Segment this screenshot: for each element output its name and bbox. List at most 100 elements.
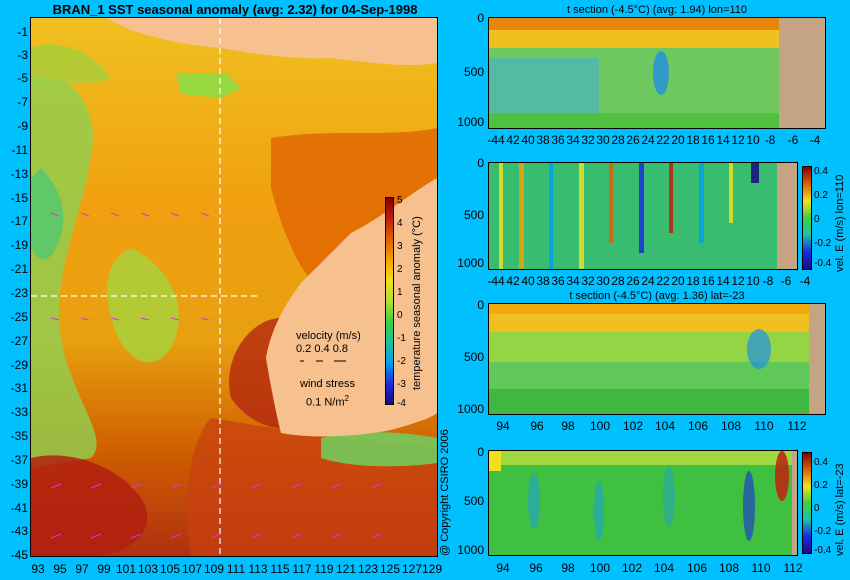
panel3-title: t section (-4.5°C) (avg: 1.36) lat=-23	[569, 290, 745, 302]
panel1-x-tick: 40	[521, 133, 535, 147]
colorbar-tick: 0	[814, 214, 820, 225]
panel2-x-tick: 14	[716, 274, 730, 288]
copyright-text: @ Copyright CSIRO 2006	[439, 429, 451, 556]
panel4-y-tick: 0	[477, 445, 484, 459]
panel3-y-tick: 0	[477, 298, 484, 312]
map-x-tick: 113	[248, 562, 268, 576]
colorbar-tick: -0.4	[814, 545, 832, 556]
vel-e-lat-minus23-colorbar-label: vel. E (m/s) lat=-23	[834, 463, 846, 556]
panel1-x-tick: 38	[536, 133, 550, 147]
panel3-x-tick: 104	[654, 419, 676, 433]
map-y-tick: -7	[17, 95, 28, 109]
map-y-tick: -43	[10, 524, 28, 538]
colorbar-tick: 0.4	[814, 166, 828, 177]
panel2-x-tick: 24	[641, 274, 655, 288]
panel1-x-tick: 14	[716, 133, 730, 147]
map-x-tick: 93	[31, 562, 45, 576]
vel-e-lat-minus23-colorbar	[802, 452, 812, 554]
map-x-tick: 115	[270, 562, 290, 576]
vel-e-lon110	[488, 162, 798, 270]
panel2-x-tick: -6	[780, 274, 792, 288]
map-x-tick: 107	[181, 562, 203, 576]
colorbar-tick: -0.2	[814, 526, 832, 537]
velocity-legend-label: velocity (m/s)	[296, 330, 361, 342]
panel1-x-tick: 22	[656, 133, 670, 147]
section-land	[792, 451, 797, 555]
section-land	[809, 304, 825, 414]
map-y-tick: -37	[10, 453, 28, 467]
panel2-x-tick: 22	[656, 274, 670, 288]
panel2-x-tick: 26	[626, 274, 640, 288]
map-y-tick: -3	[17, 48, 28, 62]
panel2-x-tick: 20	[671, 274, 685, 288]
wind-legend-scale: 0.1 N/m2	[306, 394, 349, 409]
sst-anomaly-map-svg	[31, 18, 437, 556]
velocity-legend-scale: 0.2 0.4 0.8	[296, 343, 348, 355]
colorbar-tick: 0.2	[814, 190, 828, 201]
panel2-x-tick: 38	[536, 274, 550, 288]
panel1-y-tick: 0	[477, 11, 484, 25]
panel2-x-tick: 36	[551, 274, 565, 288]
panel2-x-tick: 32	[581, 274, 595, 288]
section-land	[779, 18, 825, 128]
panel1-x-tick: 42	[506, 133, 520, 147]
panel1-x-tick: 36	[551, 133, 565, 147]
colorbar-tick: 0.4	[814, 457, 828, 468]
map-x-tick: 109	[203, 562, 225, 576]
panel2-x-tick: 40	[521, 274, 535, 288]
map-y-tick: -19	[10, 238, 28, 252]
panel1-x-tick: 18	[686, 133, 700, 147]
cool-anomaly-southern-band	[321, 432, 437, 467]
panel4-x-tick: 94	[496, 561, 510, 575]
map-x-tick: 95	[53, 562, 67, 576]
panel3-x-tick: 106	[687, 419, 709, 433]
panel2-x-tick: 12	[731, 274, 745, 288]
map-x-tick: 125	[379, 562, 401, 576]
map-x-tick: 99	[97, 562, 111, 576]
colorbar-tick: 5	[397, 195, 403, 206]
map-x-tick: 127	[401, 562, 423, 576]
map-title: BRAN_1 SST seasonal anomaly (avg: 2.32) …	[52, 2, 418, 17]
vel-e-lat-minus23-svg	[489, 451, 797, 555]
map-y-tick: -11	[11, 143, 28, 157]
panel4-x-tick: 96	[529, 561, 543, 575]
panel2-y-tick: 0	[477, 156, 484, 170]
panel1-x-tick: 10	[746, 133, 760, 147]
panel4-y-tick: 500	[463, 494, 484, 508]
panel1-x-tick: 34	[566, 133, 580, 147]
panel4-x-tick: 100	[589, 561, 611, 575]
panel4-x-tick: 112	[783, 561, 803, 575]
colorbar-tick: -0.2	[814, 238, 832, 249]
sst-anomaly-map	[30, 17, 438, 557]
colorbar-tick: -3	[397, 379, 406, 390]
map-y-tick: -41	[10, 501, 28, 515]
map-y-tick: -21	[10, 262, 28, 276]
map-x-tick: 117	[292, 562, 312, 576]
map-y-tick: -25	[10, 310, 28, 324]
map-x-tick: 119	[314, 562, 334, 576]
panel4-x-tick: 106	[686, 561, 708, 575]
map-y-tick: -1	[17, 25, 28, 39]
map-y-tick: -33	[10, 405, 28, 419]
panel4-x-tick: 108	[718, 561, 740, 575]
vel-e-lon110-colorbar	[802, 166, 812, 270]
panel1-x-tick: 20	[671, 133, 685, 147]
colorbar-tick: -4	[397, 398, 406, 409]
map-x-tick: 97	[75, 562, 89, 576]
colorbar-tick: -0.4	[814, 258, 832, 269]
panel2-y-tick: 1000	[457, 256, 484, 270]
panel3-x-tick: 100	[589, 419, 611, 433]
panel3-x-tick: 108	[720, 419, 742, 433]
colorbar-tick: 0	[814, 503, 820, 514]
map-y-tick: -29	[10, 358, 28, 372]
panel3-y-tick: 500	[463, 350, 484, 364]
panel2-x-tick: 42	[506, 274, 520, 288]
map-y-tick: -5	[17, 71, 28, 85]
t-section-lon110	[488, 17, 826, 129]
map-y-tick: -9	[17, 119, 28, 133]
panel3-x-tick: 112	[787, 419, 807, 433]
vel-e-lon110-svg	[489, 163, 797, 269]
map-x-tick: 101	[115, 562, 137, 576]
panel3-y-tick: 1000	[457, 402, 484, 416]
panel2-x-tick: 34	[566, 274, 580, 288]
